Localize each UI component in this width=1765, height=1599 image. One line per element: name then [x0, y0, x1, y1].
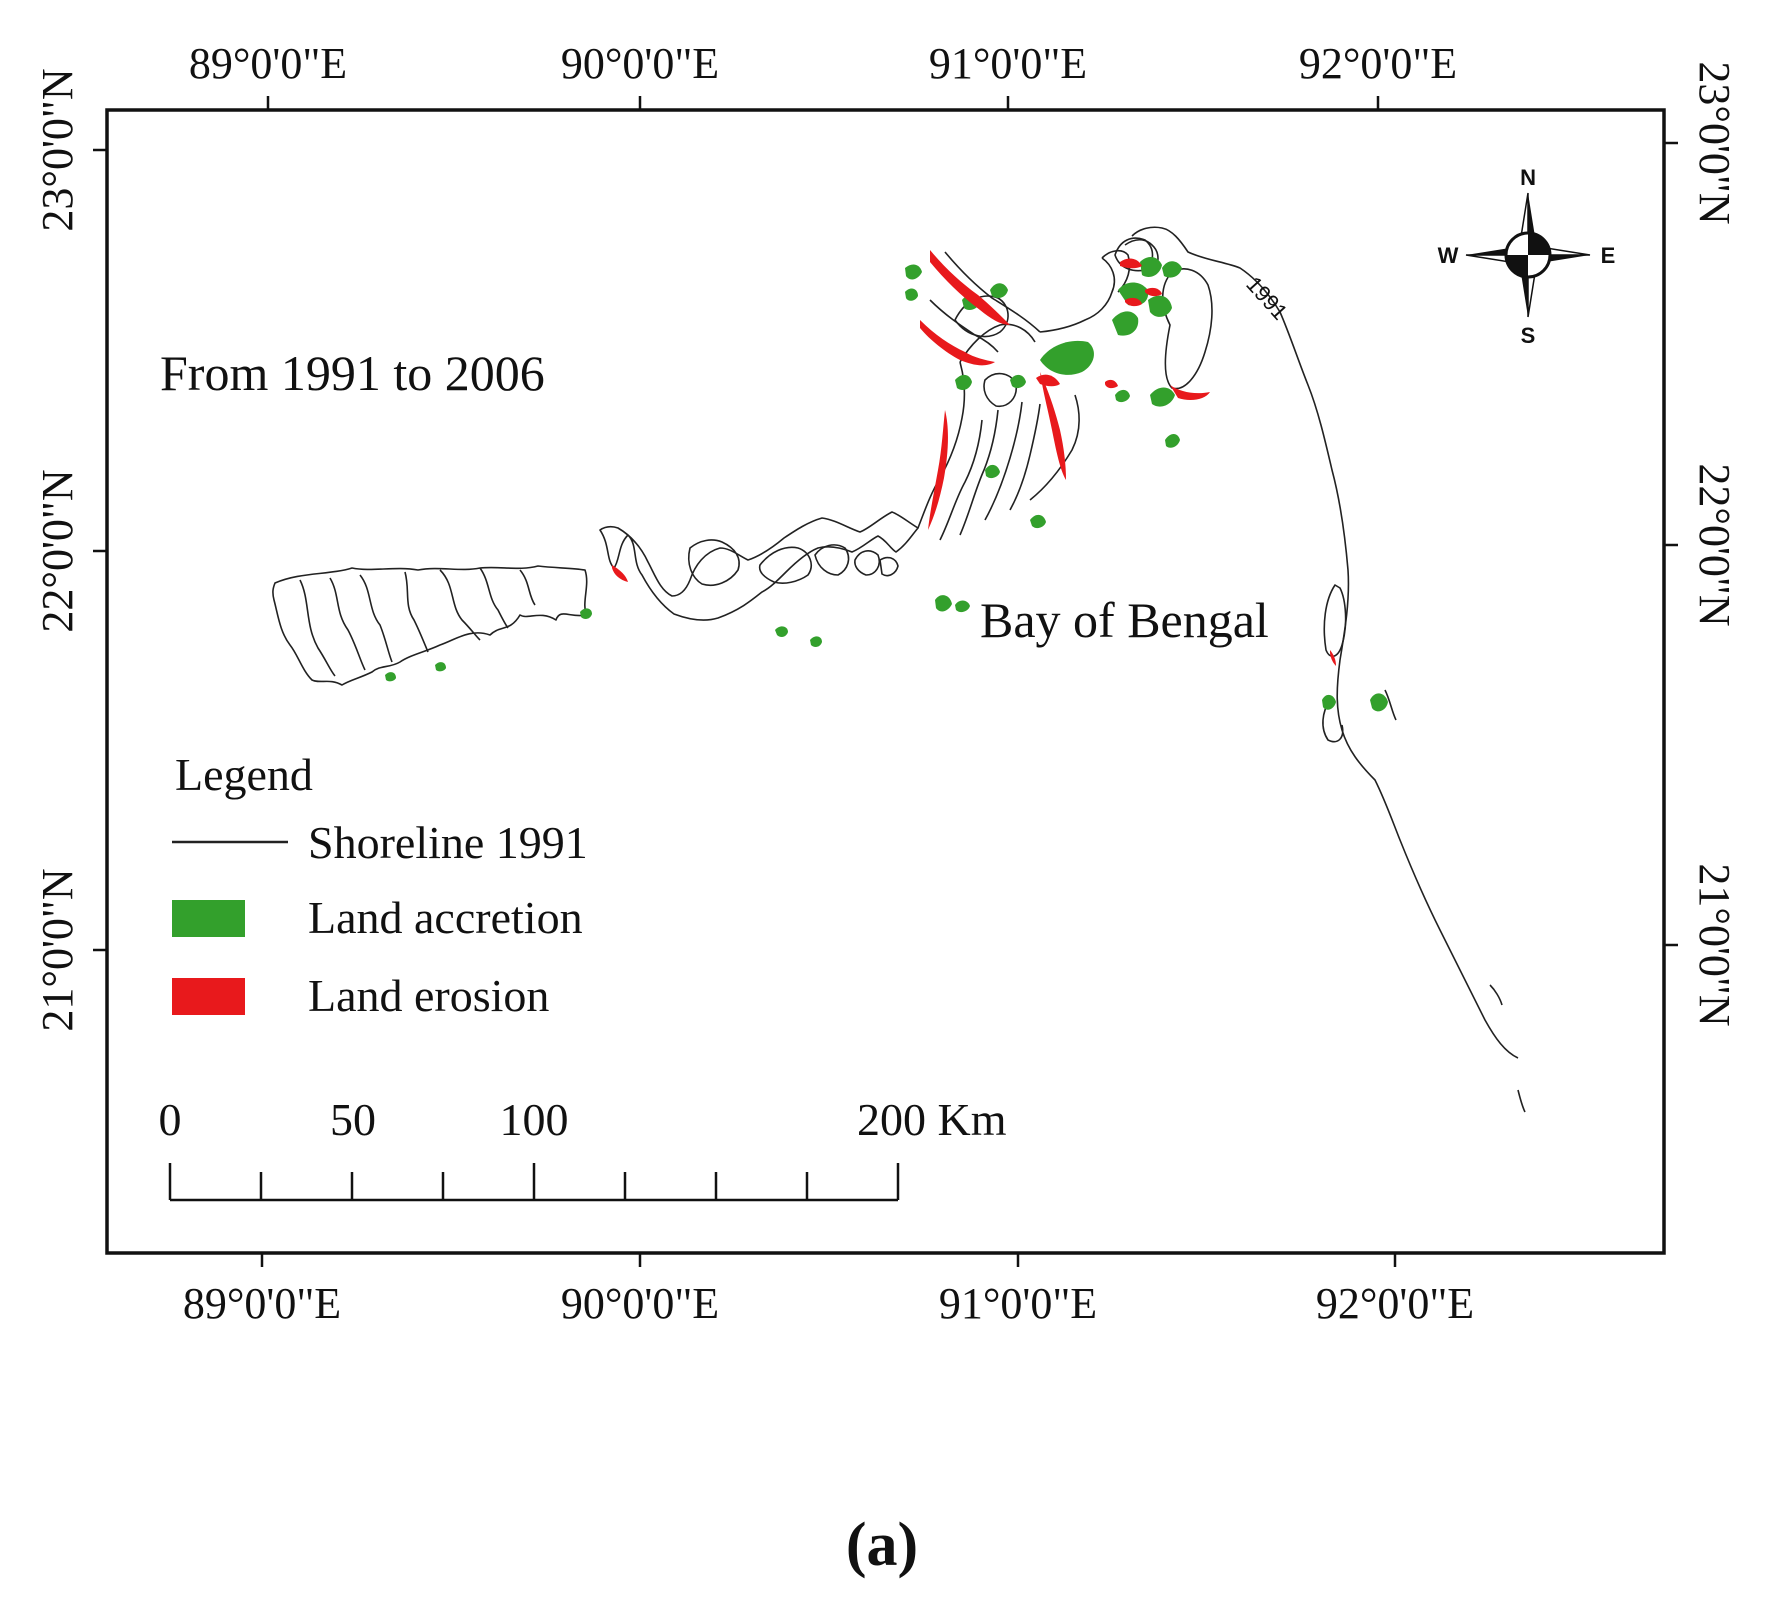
scale-label: 200 Km	[857, 1094, 1007, 1145]
scale-label: 50	[330, 1094, 376, 1145]
accretion-area	[1040, 340, 1094, 375]
right-tick-label: 22°0'0"N	[1690, 463, 1739, 626]
right-tick-label: 21°0'0"N	[1690, 863, 1739, 1026]
map-frame	[105, 108, 1666, 1255]
graticule-ticks	[93, 96, 1678, 1267]
top-tick-label: 91°0'0"E	[929, 39, 1087, 88]
bottom-tick-label: 91°0'0"E	[939, 1279, 1097, 1328]
legend-accretion-swatch	[172, 900, 245, 937]
legend-item-label: Shoreline 1991	[308, 817, 588, 868]
shoreline-west-sundarbans	[272, 565, 588, 686]
top-tick-label: 90°0'0"E	[561, 39, 719, 88]
legend-erosion-swatch	[172, 978, 245, 1015]
shoreline-1991-east-coast	[1131, 226, 1519, 1059]
compass-e: E	[1601, 243, 1616, 268]
shoreline-central-west	[599, 511, 919, 621]
top-tick-label: 89°0'0"E	[189, 39, 347, 88]
top-tick-label: 92°0'0"E	[1299, 39, 1457, 88]
scale-bar: 0 50 100 200 Km	[159, 1094, 1007, 1202]
map-title: From 1991 to 2006	[160, 345, 545, 401]
bottom-tick-label: 89°0'0"E	[183, 1279, 341, 1328]
bottom-tick-label: 92°0'0"E	[1316, 1279, 1474, 1328]
compass-w: W	[1438, 243, 1459, 268]
north-arrow-icon	[1465, 192, 1591, 318]
bottom-tick-label: 90°0'0"E	[561, 1279, 719, 1328]
left-tick-label: 23°0'0"N	[33, 68, 82, 231]
legend-item-label: Land erosion	[308, 970, 549, 1021]
compass-s: S	[1521, 323, 1536, 348]
coastline-layer	[272, 226, 1526, 1113]
compass-n: N	[1520, 165, 1536, 190]
compass-rose: N S E W	[1438, 165, 1616, 348]
legend-heading: Legend	[175, 749, 313, 800]
left-tick-label: 21°0'0"N	[33, 868, 82, 1031]
legend: Legend Shoreline 1991 Land accretion Lan…	[172, 749, 588, 1021]
left-tick-label: 22°0'0"N	[33, 469, 82, 632]
sea-label: Bay of Bengal	[980, 592, 1269, 648]
erosion-area	[930, 250, 1010, 325]
right-tick-label: 23°0'0"N	[1690, 61, 1739, 224]
legend-item-label: Land accretion	[308, 892, 583, 943]
scale-label: 0	[159, 1094, 182, 1145]
scale-label: 100	[500, 1094, 569, 1145]
shoreline-year-label: 1991	[1241, 272, 1292, 325]
panel-label: (a)	[846, 1511, 918, 1579]
